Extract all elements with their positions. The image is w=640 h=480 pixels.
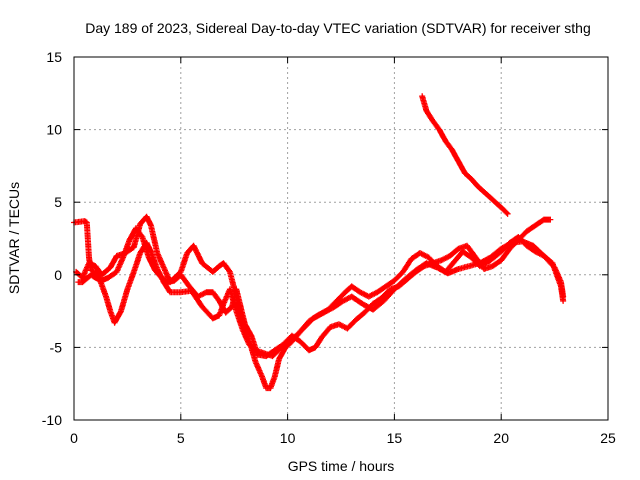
x-axis-label: GPS time / hours [288, 458, 395, 474]
series-markers [419, 93, 511, 217]
x-tick-label: 5 [177, 430, 185, 446]
y-axis-label: SDTVAR / TECUs [6, 182, 22, 294]
grid [74, 57, 608, 420]
series-trace-4 [419, 93, 511, 217]
y-tick-label: 10 [46, 122, 62, 138]
y-tick-label: -10 [42, 412, 62, 428]
y-tick-label: -5 [50, 339, 63, 355]
y-tick-label: 15 [46, 49, 62, 65]
series-markers [75, 216, 554, 360]
y-tick-label: 5 [54, 194, 62, 210]
chart-title: Day 189 of 2023, Sidereal Day-to-day VTE… [85, 20, 591, 36]
y-tick-label: 0 [54, 267, 62, 283]
x-tick-label: 10 [280, 430, 296, 446]
x-tick-label: 0 [70, 430, 78, 446]
x-tick-label: 25 [600, 430, 616, 446]
series-trace-3 [75, 216, 554, 360]
x-tick-label: 15 [387, 430, 403, 446]
x-tick-label: 20 [493, 430, 509, 446]
axis-ticks: 0 5 10 15 20 25 -10 -5 0 5 10 15 [42, 49, 616, 446]
plot-frame [73, 56, 609, 421]
